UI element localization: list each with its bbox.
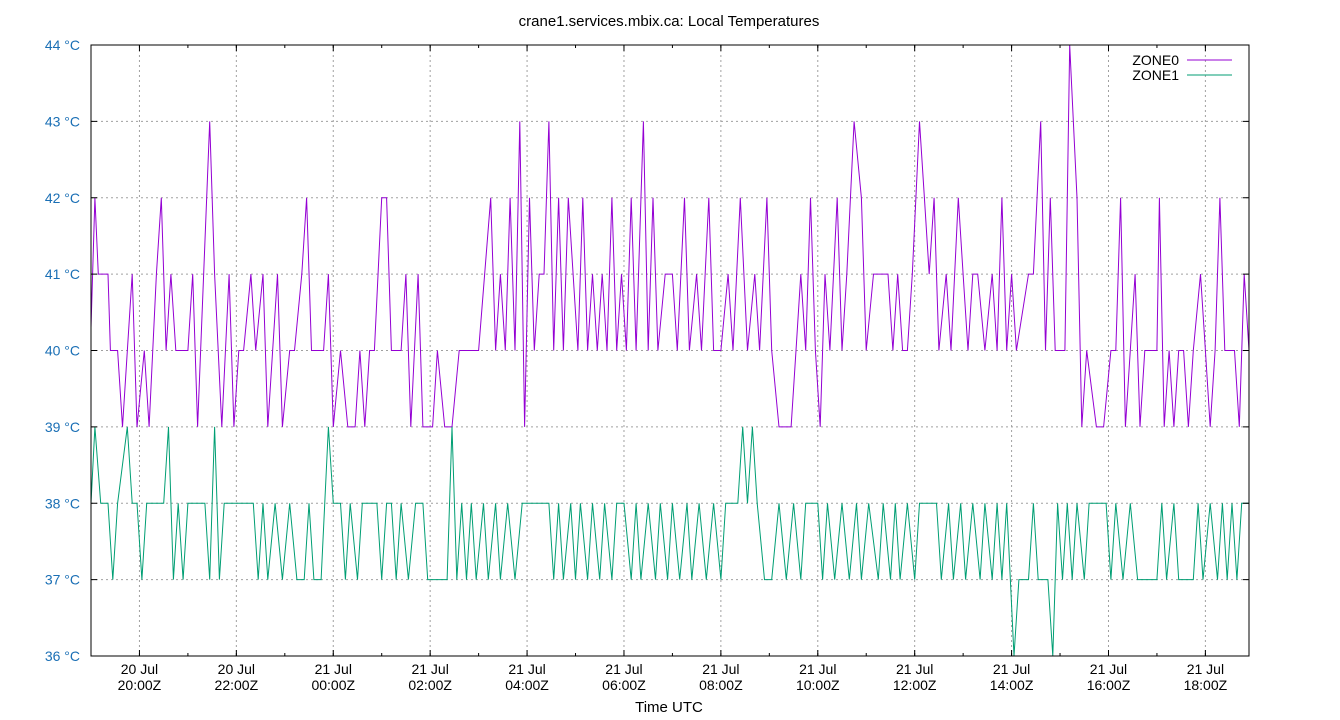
x-tick-label-time: 04:00Z (505, 677, 549, 693)
x-tick-label-date: 20 Jul (121, 661, 158, 677)
x-tick-label-date: 21 Jul (993, 661, 1030, 677)
y-tick-label: 38 °C (45, 495, 80, 511)
y-tick-label: 37 °C (45, 572, 80, 588)
y-tick-label: 39 °C (45, 419, 80, 435)
series-line-zone0 (90, 44, 1250, 428)
x-tick-label-time: 20:00Z (118, 677, 162, 693)
x-tick-label-date: 20 Jul (218, 661, 255, 677)
x-tick-label-date: 21 Jul (896, 661, 933, 677)
x-tick-label-time: 14:00Z (990, 677, 1034, 693)
x-tick-label-time: 10:00Z (796, 677, 840, 693)
x-tick-label-date: 21 Jul (411, 661, 448, 677)
x-tick-label-time: 02:00Z (408, 677, 452, 693)
legend-label-zone1: ZONE1 (1132, 67, 1179, 83)
x-tick-label-date: 21 Jul (1090, 661, 1127, 677)
plot-frame (90, 44, 1250, 657)
chart-title: crane1.services.mbix.ca: Local Temperatu… (519, 13, 820, 30)
x-tick-label-date: 21 Jul (1187, 661, 1224, 677)
x-tick-label-time: 08:00Z (699, 677, 743, 693)
axis-ticks (90, 44, 1249, 657)
x-axis-title: Time UTC (635, 699, 703, 716)
x-tick-label-date: 21 Jul (315, 661, 352, 677)
plot-series (90, 44, 1250, 657)
x-tick-label-time: 00:00Z (311, 677, 355, 693)
x-tick-label-time: 12:00Z (893, 677, 937, 693)
x-tick-label-date: 21 Jul (702, 661, 739, 677)
x-tick-label-date: 21 Jul (605, 661, 642, 677)
y-tick-label: 40 °C (45, 343, 80, 359)
x-tick-label-time: 06:00Z (602, 677, 646, 693)
y-tick-label: 41 °C (45, 266, 80, 282)
y-tick-label: 42 °C (45, 190, 80, 206)
y-tick-label: 36 °C (45, 648, 80, 664)
x-tick-label-time: 18:00Z (1184, 677, 1228, 693)
y-tick-label: 44 °C (45, 37, 80, 53)
x-tick-label-date: 21 Jul (799, 661, 836, 677)
series-line-zone1 (90, 426, 1249, 657)
x-tick-label-time: 22:00Z (215, 677, 259, 693)
y-axis-tick-labels: 36 °C 37 °C 38 °C 39 °C 40 °C 41 °C 42 °C 43 °C… (45, 37, 80, 664)
legend-label-zone0: ZONE0 (1132, 52, 1179, 68)
x-tick-label-time: 16:00Z (1087, 677, 1131, 693)
x-tick-label-date: 21 Jul (508, 661, 545, 677)
grid-lines (91, 45, 1249, 656)
y-tick-label: 43 °C (45, 113, 80, 129)
